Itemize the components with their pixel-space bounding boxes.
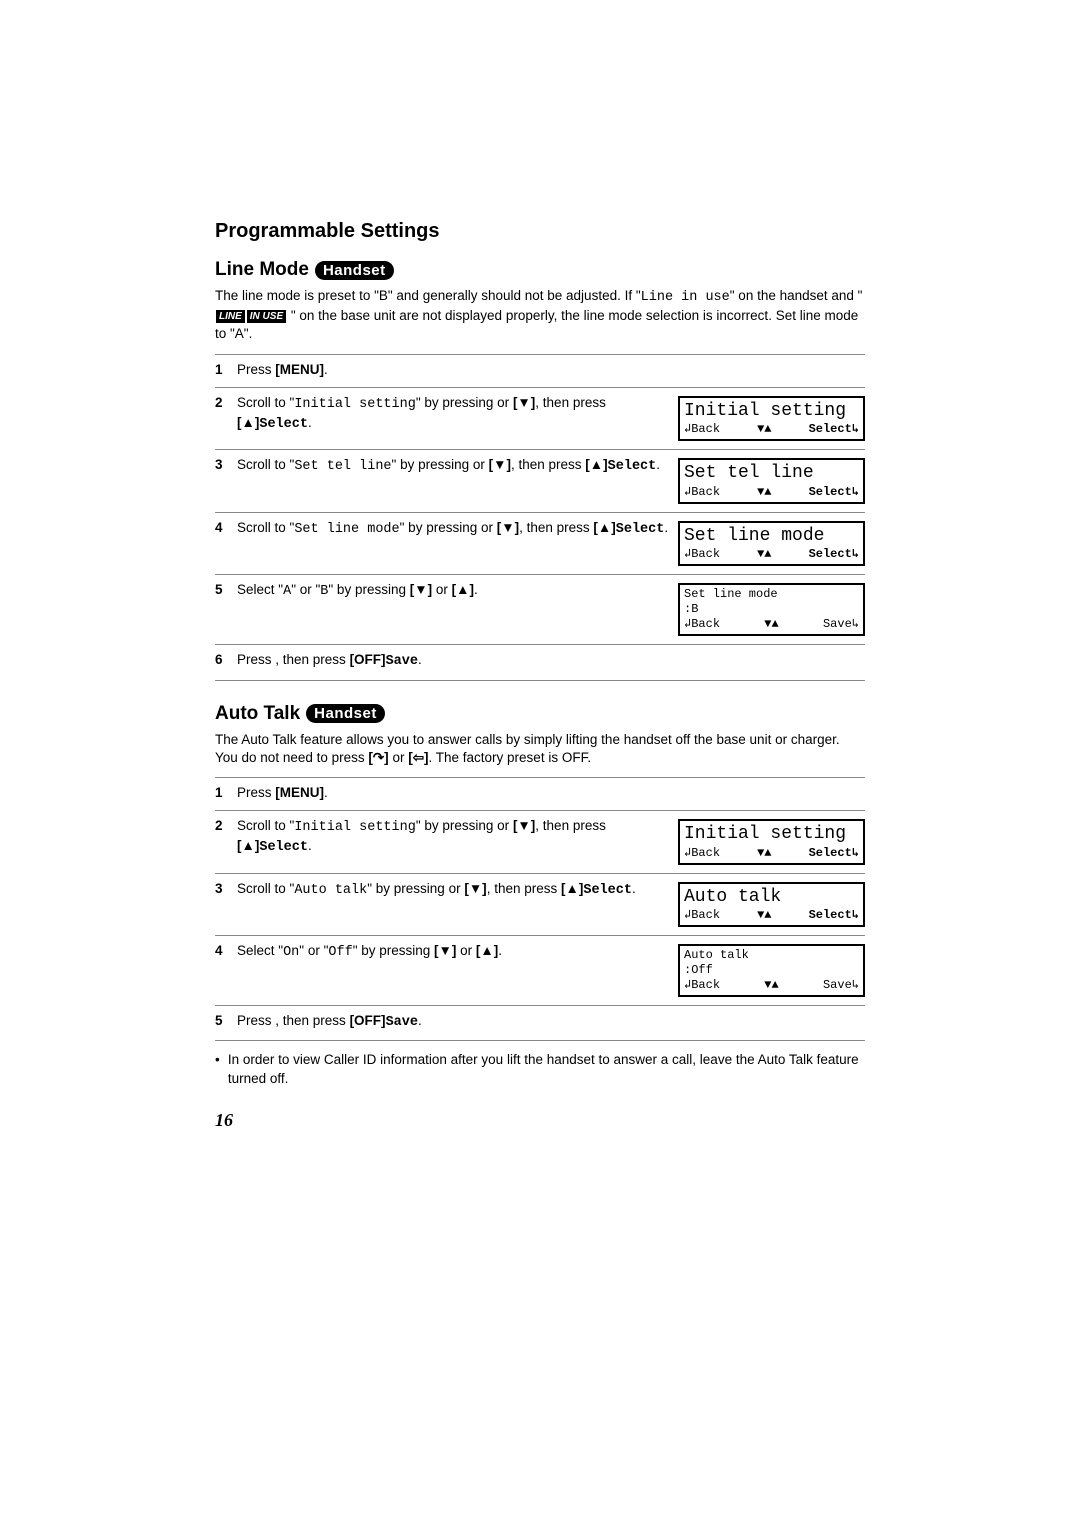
handset-badge: Handset [315,261,394,280]
lcd-display: Set tel line ↲Back▼▲Select↳ [678,458,865,504]
step-row: 2Scroll to "Initial setting" by pressing… [215,811,865,874]
step-row: 3Scroll to "Auto talk" by pressing or [▼… [215,873,865,936]
step-row: 5Select "A" or "B" by pressing [▼] or [▲… [215,575,865,645]
lcd-display: Auto talk :Off ↲Back▼▲Save↳ [678,944,865,997]
step-row: 2Scroll to "Initial setting" by pressing… [215,387,865,450]
step-row: 3Scroll to "Set tel line" by pressing or… [215,450,865,513]
step-row: 4Scroll to "Set line mode" by pressing o… [215,512,865,575]
lcd-display: Auto talk ↲Back▼▲Select↳ [678,882,865,928]
auto-talk-label: Auto Talk [215,703,300,725]
auto-talk-note: • In order to view Caller ID information… [215,1051,865,1087]
step-row: 1Press [MENU]. [215,354,865,387]
line-mode-intro: The line mode is preset to "B" and gener… [215,287,865,344]
lcd-display: Initial setting ↲Back▼▲Select↳ [678,819,865,865]
auto-talk-intro: The Auto Talk feature allows you to answ… [215,731,865,767]
step-row: 5Press , then press [OFF]Save. [215,1006,865,1041]
lcd-display: Set line mode ↲Back▼▲Select↳ [678,521,865,567]
lcd-display: Initial setting ↲Back▼▲Select↳ [678,396,865,442]
auto-talk-title: Auto Talk Handset [215,703,865,725]
line-mode-title: Line Mode Handset [215,259,865,281]
line-mode-steps: 1Press [MENU].2Scroll to "Initial settin… [215,354,865,681]
line-mode-label: Line Mode [215,259,309,281]
step-row: 1Press [MENU]. [215,778,865,811]
step-row: 6Press , then press [OFF]Save. [215,645,865,680]
page-number: 16 [215,1110,865,1131]
step-row: 4Select "On" or "Off" by pressing [▼] or… [215,936,865,1006]
handset-badge: Handset [306,704,385,723]
lcd-display: Set line mode :B ↲Back▼▲Save↳ [678,583,865,636]
page-header: Programmable Settings [215,220,865,243]
auto-talk-steps: 1Press [MENU].2Scroll to "Initial settin… [215,777,865,1041]
